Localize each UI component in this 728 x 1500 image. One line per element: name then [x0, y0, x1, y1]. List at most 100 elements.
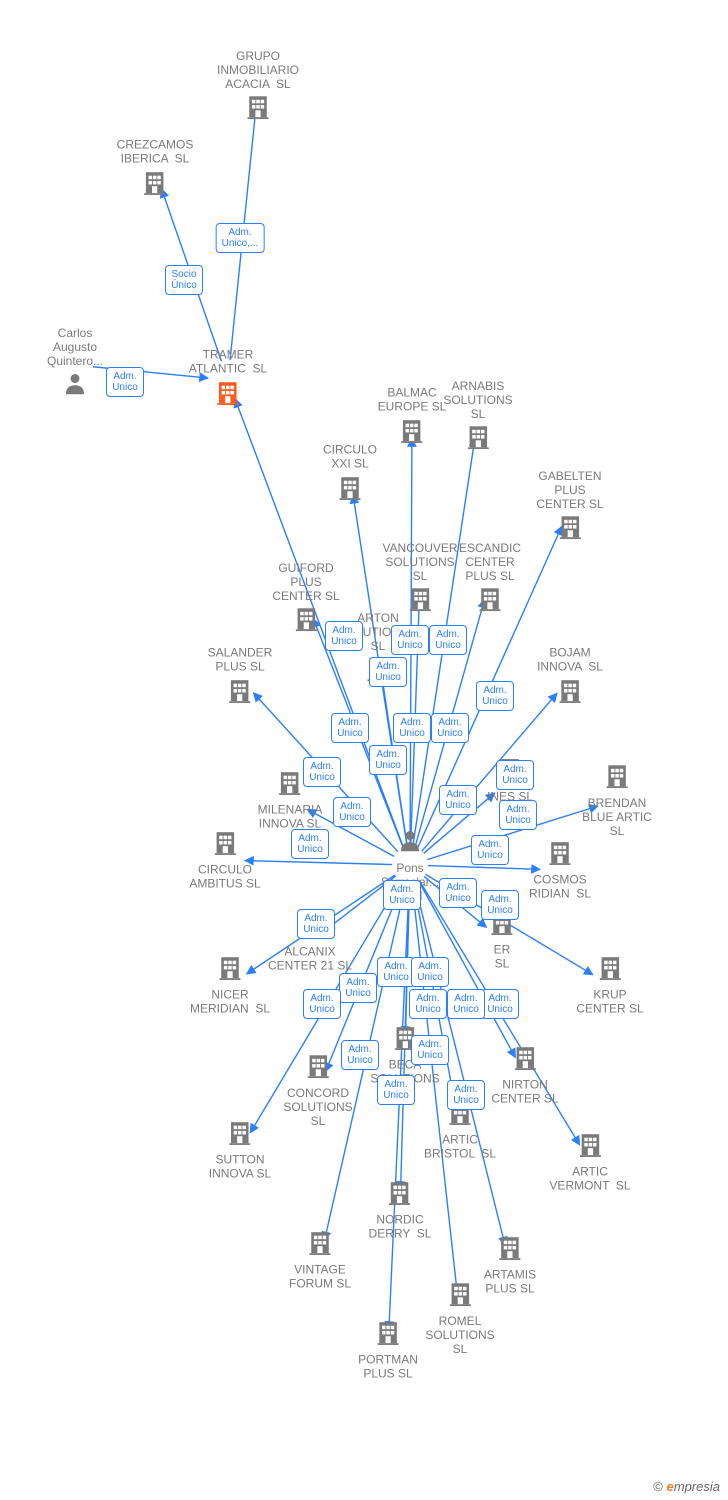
company-node-krup[interactable]: KRUP CENTER SL: [576, 954, 643, 1017]
edge-label: Adm. Unico: [333, 797, 371, 827]
edge-label: Adm. Unico: [499, 800, 537, 830]
node-label: MILENARIA INNOVA SL: [258, 804, 323, 832]
edge-label: Adm. Unico: [377, 957, 415, 987]
company-node-circulo_xxi[interactable]: CIRCULO XXI SL: [323, 444, 377, 507]
company-node-nordic_derry[interactable]: NORDIC DERRY SL: [369, 1179, 432, 1242]
edge-label: Adm. Unico: [303, 757, 341, 787]
building-icon: [496, 1234, 524, 1262]
building-icon: [226, 676, 254, 704]
edge-label: Adm. Unico: [331, 713, 369, 743]
company-node-escandic[interactable]: ESCANDIC CENTER PLUS SL: [459, 542, 521, 618]
company-node-romel[interactable]: ROMEL SOLUTIONS SL: [425, 1280, 494, 1356]
node-label: GUIFORD PLUS CENTER SL: [272, 562, 339, 603]
building-icon: [211, 829, 239, 857]
edge-label: Adm. Unico: [377, 1075, 415, 1105]
edge-label: Adm. Unico: [496, 760, 534, 790]
company-node-portman[interactable]: PORTMAN PLUS SL: [358, 1319, 418, 1382]
node-label: GRUPO INMOBILIARIO ACACIA SL: [217, 50, 299, 91]
building-icon: [216, 954, 244, 982]
building-icon: [603, 762, 631, 790]
building-icon: [476, 585, 504, 613]
node-label: VANCOUVER SOLUTIONS SL: [382, 542, 457, 583]
company-node-sutton[interactable]: SUTTON INNOVA SL: [209, 1119, 271, 1182]
company-node-tramer[interactable]: TRAMER ATLANTIC SL: [189, 349, 267, 412]
node-label: Carlos Augusto Quintero...: [47, 327, 103, 368]
edge-label: Socio Único: [165, 265, 203, 295]
company-node-grupo_inmobiliario[interactable]: GRUPO INMOBILIARIO ACACIA SL: [217, 50, 299, 126]
edge-label: Adm. Unico: [391, 625, 429, 655]
edge-label: Adm. Unico: [339, 973, 377, 1003]
building-icon: [596, 954, 624, 982]
node-label: COSMOS RIDIAN SL: [529, 874, 591, 902]
company-node-nicer[interactable]: NICER MERIDIAN SL: [190, 954, 270, 1017]
node-label: GABELTEN PLUS CENTER SL: [536, 470, 603, 511]
company-node-artic_vermont[interactable]: ARTIC VERMONT SL: [549, 1131, 630, 1194]
edge-label: Adm. Unico: [106, 367, 144, 397]
edge: [389, 883, 409, 1330]
node-label: NICER MERIDIAN SL: [190, 989, 270, 1017]
footer-copyright: © empresia: [653, 1479, 720, 1494]
company-node-bojam[interactable]: BOJAM INNOVA SL: [537, 647, 603, 710]
building-icon: [336, 473, 364, 501]
building-icon: [141, 168, 169, 196]
edge-label: Adm. Unico: [439, 878, 477, 908]
company-node-salander[interactable]: SALANDER PLUS SL: [208, 647, 273, 710]
node-label: ER SL: [488, 944, 516, 972]
node-label: NIRTON CENTER SL: [491, 1079, 558, 1107]
node-label: CIRCULO AMBITUS SL: [189, 864, 260, 892]
building-icon: [546, 839, 574, 867]
node-label: CONCORD SOLUTIONS SL: [283, 1087, 352, 1128]
node-label: SUTTON INNOVA SL: [209, 1154, 271, 1182]
node-label: CREZCAMOS IBERICA SL: [117, 139, 194, 167]
edge: [428, 866, 540, 870]
edge-label: Adm. Unico: [431, 713, 469, 743]
company-node-brendan[interactable]: BRENDAN BLUE ARTIC SL: [582, 762, 652, 838]
node-label: KRUP CENTER SL: [576, 989, 643, 1017]
edge-label: Adm. Unico: [393, 713, 431, 743]
edge-label: Adm. Unico,...: [216, 223, 265, 253]
edge-label: Adm. Unico: [291, 829, 329, 859]
node-label: ARNABIS SOLUTIONS SL: [443, 380, 512, 421]
edge-label: Adm. Unico: [481, 890, 519, 920]
edge-label: Adm. Unico: [481, 989, 519, 1019]
edge-label: Adm. Unico: [471, 835, 509, 865]
building-icon: [226, 1119, 254, 1147]
node-label: ALCANIX CENTER 21 SL: [268, 946, 352, 974]
building-icon: [276, 769, 304, 797]
company-node-circulo_ambitus[interactable]: CIRCULO AMBITUS SL: [189, 829, 260, 892]
person-icon: [398, 827, 422, 855]
edge-label: Adm. Unico: [303, 989, 341, 1019]
node-label: SALANDER PLUS SL: [208, 647, 273, 675]
building-icon: [464, 423, 492, 451]
company-node-vintage[interactable]: VINTAGE FORUM SL: [289, 1229, 351, 1292]
building-icon: [446, 1280, 474, 1308]
company-node-cosmos[interactable]: COSMOS RIDIAN SL: [529, 839, 591, 902]
building-icon: [214, 378, 242, 406]
building-icon: [386, 1179, 414, 1207]
building-icon: [406, 585, 434, 613]
building-icon: [556, 513, 584, 541]
company-node-gabelten[interactable]: GABELTEN PLUS CENTER SL: [536, 470, 603, 546]
edge-label: Adm. Unico: [429, 625, 467, 655]
edge-label: Adm. Unico: [476, 681, 514, 711]
edge-label: Adm. Unico: [411, 957, 449, 987]
company-node-nirton[interactable]: NIRTON CENTER SL: [491, 1044, 558, 1107]
edge-label: Adm. Unico: [447, 1080, 485, 1110]
node-label: VINTAGE FORUM SL: [289, 1264, 351, 1292]
company-node-balmac[interactable]: BALMAC EUROPE SL: [378, 387, 447, 450]
edge-label: Adm. Unico: [411, 1035, 449, 1065]
building-icon: [244, 93, 272, 121]
company-node-vancouver[interactable]: VANCOUVER SOLUTIONS SL: [382, 542, 457, 618]
edge-label: Adm. Unico: [439, 785, 477, 815]
company-node-arnabis[interactable]: ARNABIS SOLUTIONS SL: [443, 380, 512, 456]
building-icon: [511, 1044, 539, 1072]
building-icon: [556, 676, 584, 704]
edge-label: Adm. Unico: [369, 745, 407, 775]
node-label: ARTIC VERMONT SL: [549, 1166, 630, 1194]
company-node-crezcamos[interactable]: CREZCAMOS IBERICA SL: [117, 139, 194, 202]
node-label: ROMEL SOLUTIONS SL: [425, 1315, 494, 1356]
person-icon: [63, 370, 87, 398]
edge-label: Adm. Unico: [383, 880, 421, 910]
building-icon: [306, 1229, 334, 1257]
person-node-carlos[interactable]: Carlos Augusto Quintero...: [47, 327, 103, 403]
